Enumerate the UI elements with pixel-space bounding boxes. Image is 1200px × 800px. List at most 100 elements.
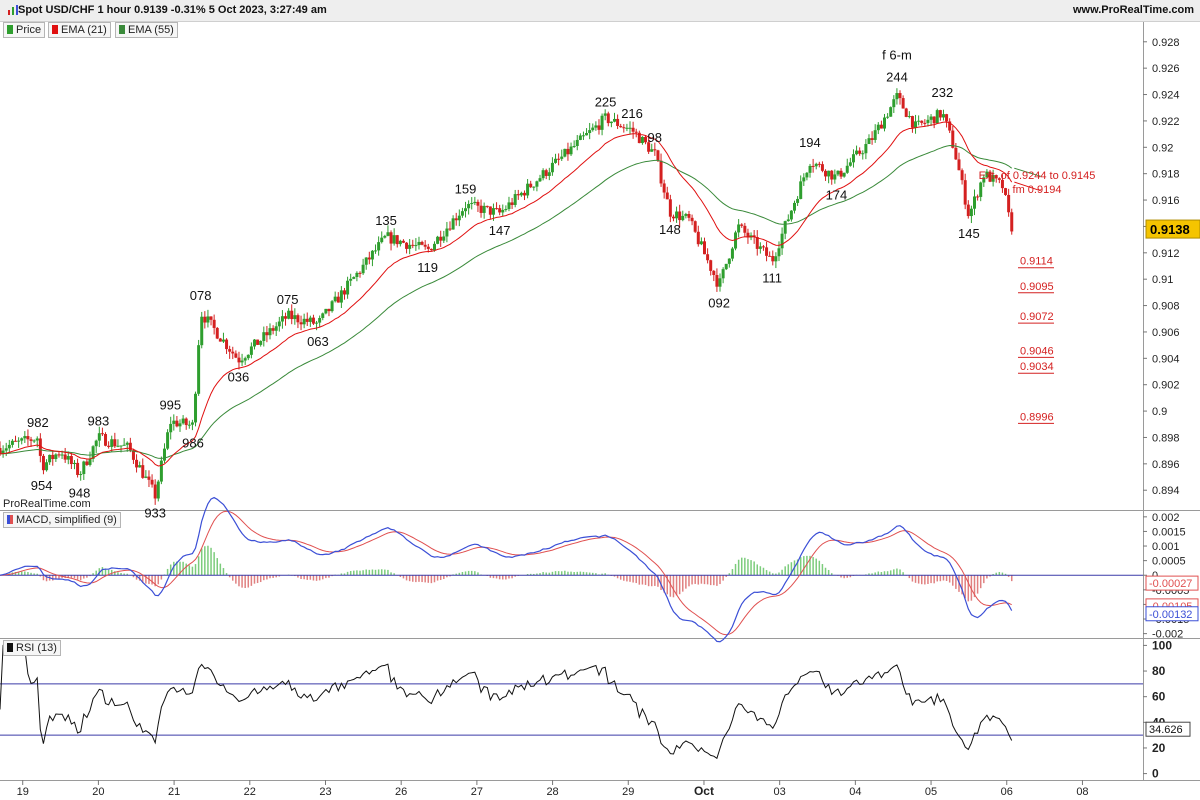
- x-tick-label: 04: [849, 786, 861, 798]
- brand-link[interactable]: www.ProRealTime.com: [1072, 4, 1194, 16]
- candle-body: [730, 248, 734, 259]
- candle-body: [606, 113, 610, 124]
- candle-body: [746, 232, 750, 238]
- candle-body: [845, 165, 849, 173]
- candle-body: [941, 114, 945, 118]
- candle-body: [432, 243, 436, 251]
- candle-body: [135, 459, 139, 468]
- candle-body: [470, 202, 474, 204]
- candle-body: [653, 149, 657, 151]
- candle-body: [4, 448, 8, 451]
- candle-body: [225, 339, 229, 350]
- candle-body: [128, 442, 132, 451]
- candle-body: [889, 107, 893, 117]
- ema21-line: [0, 121, 1013, 467]
- y-tick-label: 0.924: [1152, 90, 1180, 102]
- candle-body: [969, 208, 973, 217]
- candle-body: [178, 423, 182, 427]
- candle-body: [876, 124, 880, 131]
- candle-body: [619, 125, 623, 128]
- candle-body: [637, 132, 641, 144]
- y-tick-label: 0.91: [1152, 274, 1173, 286]
- candle-body: [476, 201, 480, 206]
- candle-body: [246, 354, 250, 359]
- candle-body: [417, 241, 421, 246]
- x-tick-label: 22: [244, 786, 256, 798]
- candle-body: [541, 170, 545, 179]
- candle-body: [640, 136, 644, 144]
- candle-body: [824, 170, 828, 177]
- macd-signal-line: [0, 510, 1012, 636]
- y-axis-area: [1143, 22, 1200, 780]
- candle-body: [290, 310, 294, 320]
- candle-body: [827, 170, 831, 177]
- candle-body: [97, 433, 101, 441]
- legend-ema55[interactable]: EMA (55): [115, 22, 178, 38]
- candle-body: [917, 120, 921, 122]
- candle-body: [54, 454, 58, 460]
- y-tick-label: 0.896: [1152, 459, 1180, 471]
- rsi-readout: 34.626: [1149, 724, 1183, 736]
- x-tick-label: 23: [319, 786, 331, 798]
- macd-y-tick-label: -0.002: [1152, 629, 1183, 641]
- candle-body: [228, 349, 232, 352]
- legend-swatch-macd: [7, 515, 13, 524]
- candle-body: [963, 180, 967, 205]
- candle-body: [277, 321, 281, 327]
- candle-body: [848, 162, 852, 166]
- candle-body: [910, 116, 914, 128]
- candle-body: [687, 213, 691, 218]
- y-tick-label: 0.904: [1152, 353, 1180, 365]
- candle-body: [206, 316, 210, 323]
- candle-body: [240, 360, 244, 363]
- candle-body: [473, 201, 477, 203]
- candle-body: [727, 258, 731, 264]
- pivot-label: 063: [307, 334, 329, 349]
- pivot-label: 075: [277, 292, 299, 307]
- candle-body: [603, 113, 607, 116]
- candle-body: [935, 110, 939, 124]
- candle-body: [389, 232, 393, 244]
- candle-body: [10, 440, 14, 445]
- candle-body: [960, 170, 964, 181]
- candle-body: [1010, 212, 1014, 232]
- candle-body: [634, 131, 638, 133]
- macd-readout: -0.00132: [1149, 609, 1192, 621]
- macd-line: [0, 496, 1013, 643]
- y-tick-label: 0.912: [1152, 248, 1180, 260]
- candle-body: [625, 127, 629, 129]
- candle-body: [116, 445, 120, 447]
- candle-body: [1000, 179, 1004, 189]
- candle-body: [616, 118, 620, 126]
- candle-body: [855, 150, 859, 155]
- candle-body: [690, 217, 694, 222]
- candle-body: [172, 420, 176, 424]
- legend-price[interactable]: Price: [3, 22, 46, 38]
- candle-body: [796, 198, 800, 203]
- macd-y-tick-label: 0.0005: [1152, 556, 1186, 568]
- legend-macd[interactable]: MACD, simplified (9): [3, 512, 121, 528]
- candle-body: [175, 420, 179, 427]
- candle-body: [364, 257, 368, 265]
- candle-body: [23, 436, 27, 439]
- x-tick-label: 21: [168, 786, 180, 798]
- candle-body: [839, 170, 843, 177]
- candle-body: [833, 174, 837, 180]
- candle-body: [293, 315, 297, 320]
- candle-body: [305, 318, 309, 322]
- candle-body: [516, 194, 520, 196]
- legend-rsi[interactable]: RSI (13): [3, 640, 61, 656]
- candle-body: [609, 121, 613, 124]
- candle-body: [125, 442, 129, 445]
- target-level: 0.8996: [1020, 411, 1054, 423]
- candle-body: [1007, 194, 1011, 213]
- candle-body: [144, 476, 148, 478]
- candle-body: [997, 178, 1001, 180]
- candle-body: [957, 159, 961, 171]
- candle-body: [575, 139, 579, 147]
- candle-body: [529, 183, 533, 188]
- x-tick-label: 06: [1001, 786, 1013, 798]
- legend-ema21[interactable]: EMA (21): [48, 22, 111, 38]
- rsi-y-tick-label: 0: [1152, 767, 1159, 781]
